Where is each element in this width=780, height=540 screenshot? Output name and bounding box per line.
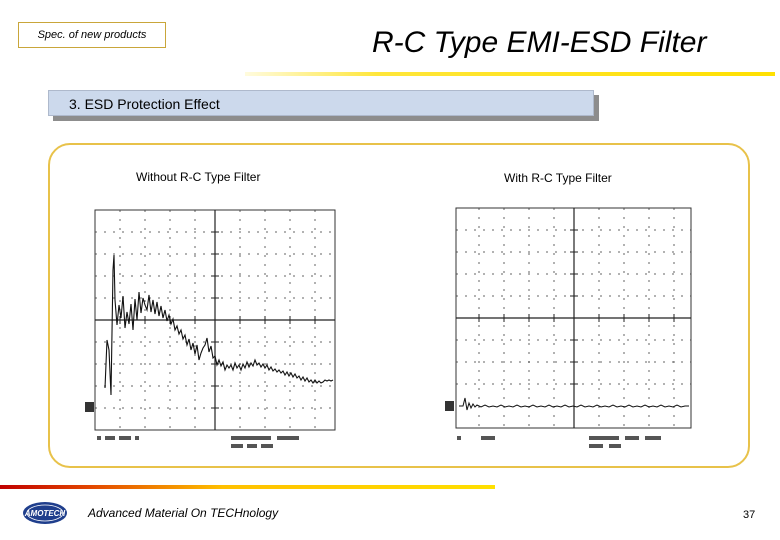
section-heading-text: 3. ESD Protection Effect [69, 96, 220, 112]
scope-grid [95, 210, 335, 430]
page-number: 37 [743, 509, 756, 521]
esd-waveform-filtered [459, 397, 689, 411]
footer-company: Advanced Material On TECHnology [88, 506, 279, 520]
scope-ticks [478, 229, 675, 385]
company-logo: AMOTECH [23, 502, 67, 524]
channel-marker [445, 401, 454, 411]
oscilloscope-capture-without-filter [85, 209, 336, 448]
spec-tag: Spec. of new products [18, 22, 166, 48]
scope-readout [97, 436, 299, 448]
caption-with-filter: With R-C Type Filter [504, 171, 612, 185]
channel-marker [85, 402, 94, 412]
spec-tag-text: Spec. of new products [37, 29, 147, 41]
scope-ticks [119, 231, 316, 409]
logo-text: AMOTECH [24, 509, 66, 518]
comparison-panel [48, 143, 750, 468]
slide-title: R-C Type EMI-ESD Filter [372, 26, 707, 59]
scope-readout [457, 436, 661, 448]
caption-without-filter: Without R-C Type Filter [136, 170, 261, 184]
section-heading: 3. ESD Protection Effect [48, 90, 594, 116]
oscilloscope-capture-with-filter [445, 207, 692, 448]
footer-rule [0, 485, 495, 489]
esd-waveform-unfiltered [104, 254, 334, 396]
title-underline [245, 72, 775, 76]
